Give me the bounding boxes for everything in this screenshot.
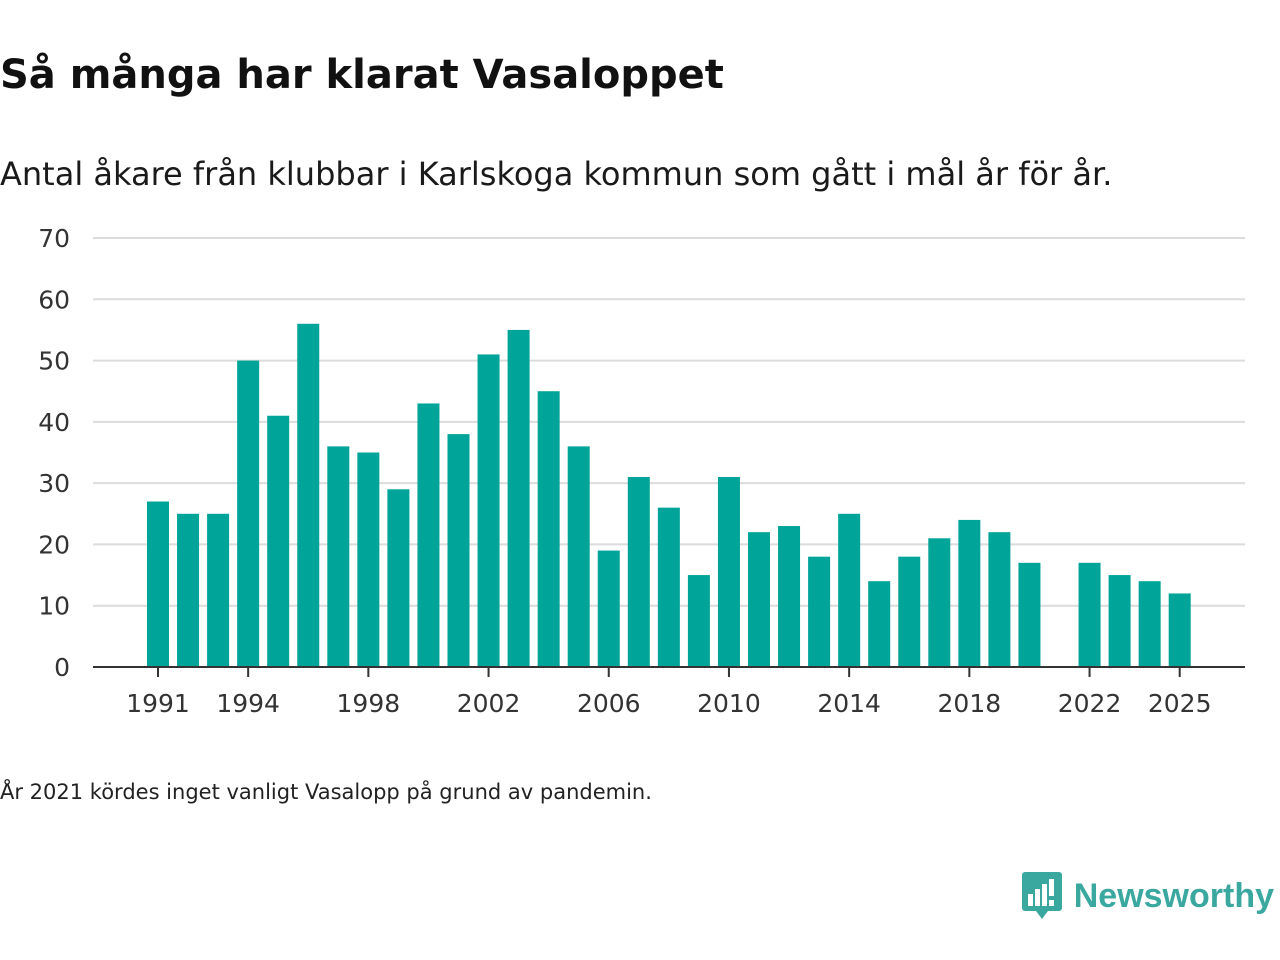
bar-2023 [1108, 575, 1131, 667]
y-tick-label-30: 30 [38, 469, 70, 498]
bar-1991 [147, 501, 169, 667]
bar-2022 [1078, 562, 1101, 667]
x-tick-label-2025: 2025 [1148, 689, 1212, 718]
bar-2000 [417, 403, 440, 667]
bar-2024 [1138, 581, 1161, 667]
x-tick-label-2002: 2002 [457, 689, 521, 718]
y-tick-label-10: 10 [38, 592, 70, 621]
x-tick-label-1994: 1994 [216, 689, 280, 718]
y-tick-label-70: 70 [38, 224, 70, 253]
y-tick-label-60: 60 [38, 285, 70, 314]
y-tick-label-50: 50 [38, 347, 70, 376]
chart-title: Så många har klarat Vasaloppet [0, 52, 724, 98]
bar-2016 [898, 556, 921, 667]
bar-2010 [717, 477, 740, 667]
y-tick-label-20: 20 [38, 530, 70, 559]
newsworthy-logo-icon [1021, 872, 1062, 919]
bar-2003 [507, 329, 530, 667]
bar-1995 [267, 415, 290, 667]
x-tick-label-1991: 1991 [126, 689, 190, 718]
bar-1999 [387, 489, 410, 667]
bar-1994 [237, 360, 260, 667]
x-axis: 1991 1994 1998 2002 2006 2010 2014 2018 2022 2025 [93, 666, 1245, 718]
bar-2012 [778, 526, 801, 667]
bar-2025 [1168, 593, 1191, 667]
bar-chart: 0 10 20 30 40 50 60 70 1991 1994 1998 2002 2006 2010… [38, 224, 1245, 718]
bar-1997 [327, 446, 350, 667]
x-tick-label-2006: 2006 [577, 689, 641, 718]
bar-1992 [177, 513, 200, 667]
y-tick-label-0: 0 [54, 653, 70, 682]
bar-1996 [297, 323, 320, 667]
bar-1993 [207, 513, 230, 667]
bar-2014 [838, 513, 861, 667]
bar-2020 [1018, 562, 1041, 667]
bar-1998 [357, 452, 380, 667]
x-tick-label-2022: 2022 [1058, 689, 1122, 718]
y-tick-label-40: 40 [38, 408, 70, 437]
brand-logo: Newsworthy [1021, 872, 1274, 920]
bar-2002 [477, 354, 500, 667]
bar-2004 [537, 391, 560, 667]
x-tick-label-2018: 2018 [938, 689, 1002, 718]
bar-2005 [567, 446, 590, 667]
bar-2008 [657, 507, 680, 667]
bar-2018 [958, 519, 981, 667]
x-tick-label-2010: 2010 [697, 689, 761, 718]
bar-2011 [748, 532, 770, 667]
footnote: År 2021 kördes inget vanligt Vasalopp på… [0, 780, 652, 804]
bar-2006 [597, 550, 620, 667]
chart-subtitle: Antal åkare från klubbar i Karlskoga kom… [0, 155, 1113, 193]
bar-2019 [988, 532, 1011, 667]
x-tick-label-2014: 2014 [817, 689, 881, 718]
x-tick-label-1998: 1998 [337, 689, 401, 718]
y-axis-tick-labels: 0 10 20 30 40 50 60 70 [38, 224, 70, 682]
bar-2007 [627, 477, 650, 667]
brand-name: Newsworthy [1073, 876, 1274, 915]
bar-2017 [928, 538, 951, 667]
bar-2001 [447, 434, 470, 667]
bar-2015 [868, 581, 891, 667]
bar-2013 [808, 556, 831, 667]
bar-2009 [687, 575, 710, 667]
bars [147, 323, 1191, 667]
